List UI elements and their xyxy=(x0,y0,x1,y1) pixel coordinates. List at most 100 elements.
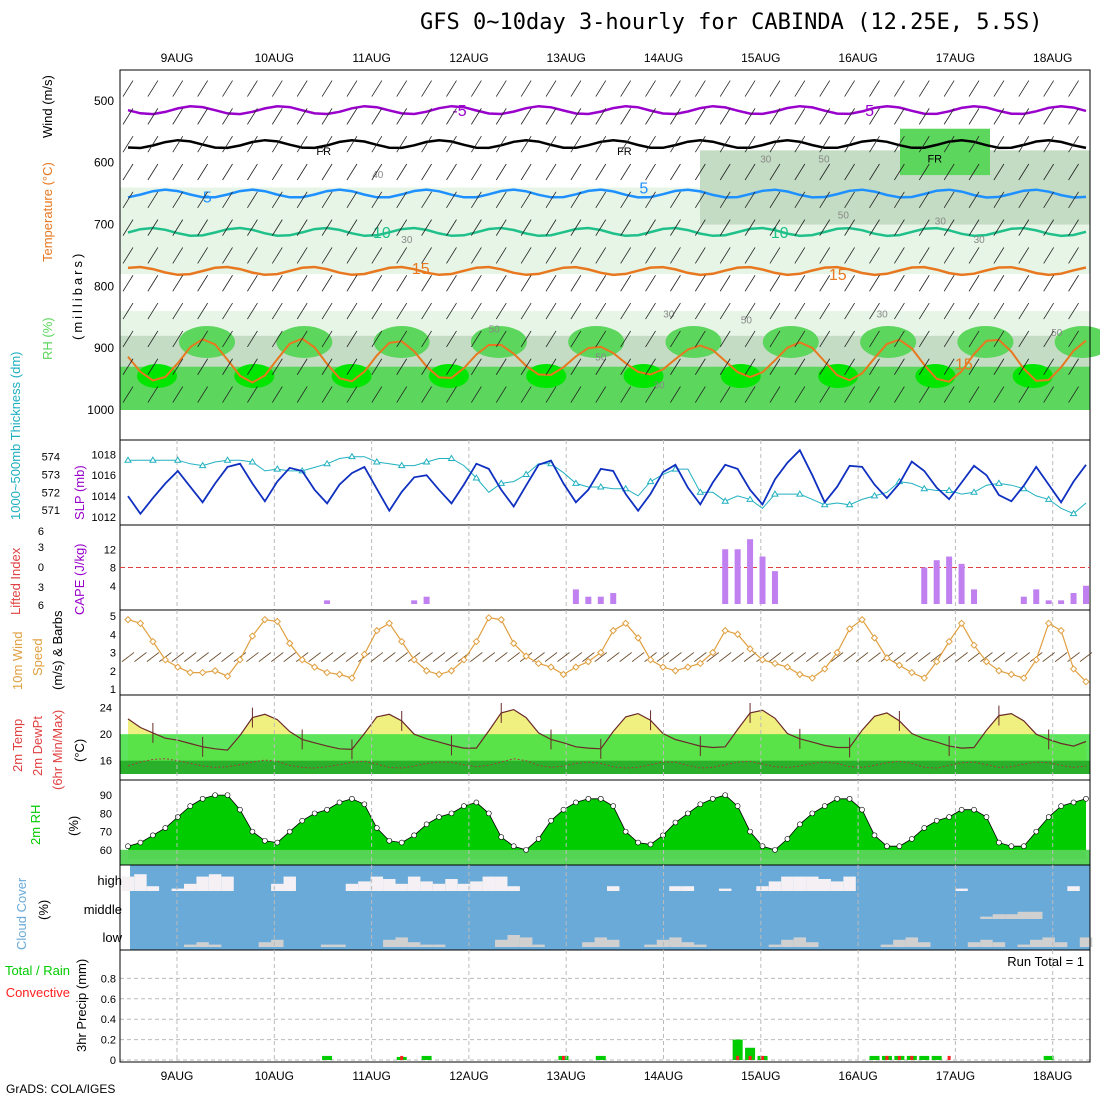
wind-barb xyxy=(446,386,457,403)
wind-barb xyxy=(943,163,955,181)
cape-bar xyxy=(324,600,331,604)
isotherm-line xyxy=(127,138,1087,150)
wind-barb xyxy=(1068,330,1079,348)
rh-point xyxy=(411,832,417,839)
thickness-point xyxy=(970,488,978,495)
wind-barb xyxy=(918,302,930,320)
cloud-bar xyxy=(1017,911,1031,919)
rh-point xyxy=(585,795,592,802)
wind-barb xyxy=(222,191,233,209)
cloud-bar xyxy=(221,876,234,891)
wind-speed-point xyxy=(845,625,854,633)
wind-barb xyxy=(271,386,283,403)
isotherm-line xyxy=(127,188,1087,199)
rh-shade-patch xyxy=(234,364,275,388)
wind-barb xyxy=(769,386,781,403)
cape-bar xyxy=(572,589,579,604)
surface-barb xyxy=(395,652,408,662)
wind-barb xyxy=(296,302,308,320)
wind-barb xyxy=(993,358,1005,375)
wind-barb xyxy=(271,191,283,209)
thickness-point xyxy=(472,474,481,481)
cloud-bar xyxy=(519,937,533,947)
wind-barb xyxy=(1068,135,1079,153)
wind-barb xyxy=(296,386,308,403)
wind-barb xyxy=(968,135,980,153)
wind-barb xyxy=(296,191,308,209)
wind-speed-point xyxy=(435,670,443,679)
thickness-point xyxy=(148,456,157,463)
cape-bar xyxy=(411,600,418,604)
precip-conv-bar xyxy=(910,1055,914,1060)
cloud-bar xyxy=(669,886,682,891)
cape-bar xyxy=(971,589,978,604)
wind-barb xyxy=(321,80,333,97)
wind-speed-point xyxy=(323,668,331,677)
wind-barb xyxy=(271,108,283,125)
wind-panel: 1 2 3 4 5 10m Wind Speed (m/s) & Barbs xyxy=(10,609,1093,696)
isotherm-label: 5 xyxy=(639,180,648,197)
wind-barb xyxy=(172,275,184,292)
wind-barb xyxy=(421,108,432,125)
wind-barb xyxy=(844,358,855,375)
axis-tick-label: 572 xyxy=(42,487,60,499)
wind-barb xyxy=(271,247,283,264)
wind-barb xyxy=(222,302,233,320)
wind-barb xyxy=(794,135,806,153)
wind-barb xyxy=(694,358,706,375)
axis-tick-label: 3 xyxy=(38,542,44,554)
wind-barb xyxy=(570,219,582,236)
axis-tick-label: 60 xyxy=(100,845,112,857)
wind-barb xyxy=(645,163,656,181)
cloud-bar xyxy=(607,886,620,891)
cloud-bar xyxy=(818,879,831,891)
wind-barb xyxy=(744,108,756,125)
wind-barb xyxy=(296,108,308,125)
cape-bar xyxy=(610,593,617,604)
wind-barb xyxy=(1068,80,1079,97)
axis-unit-temp2m: (°C) xyxy=(72,739,87,762)
wind-barb xyxy=(122,247,134,264)
thickness-point xyxy=(795,490,804,497)
isotherm-line xyxy=(127,226,1087,238)
axis-tick-label: 3 xyxy=(110,648,116,660)
wind-barb xyxy=(595,219,607,236)
wind-barb xyxy=(769,302,781,320)
wind-barb xyxy=(744,302,756,320)
surface-barb xyxy=(718,652,732,662)
surface-barb xyxy=(420,652,433,662)
wind-speed-point xyxy=(124,615,132,624)
temp-band xyxy=(120,760,1090,774)
wind-speed-point xyxy=(298,656,306,664)
wind-barb xyxy=(495,386,507,403)
isotherm-line xyxy=(127,265,1087,277)
wind-barb xyxy=(570,358,582,375)
wind-barb xyxy=(968,219,980,236)
wind-barb xyxy=(197,135,208,153)
axis-tick-label: 6 xyxy=(38,526,44,538)
wind-barb xyxy=(271,219,283,236)
isotherm-label: 15 xyxy=(955,357,973,374)
rh-point xyxy=(597,795,604,802)
wind-speed-point xyxy=(360,650,369,659)
cape-bar xyxy=(759,556,766,604)
surface-barb xyxy=(793,652,807,662)
wind-barb xyxy=(1018,386,1030,403)
surface-barb xyxy=(868,652,881,662)
cape-bar xyxy=(734,549,741,604)
wind-barb xyxy=(819,80,831,97)
wind-barb xyxy=(271,135,283,153)
cloud-bar xyxy=(793,876,807,891)
wind-barb xyxy=(894,191,905,209)
wind-barb xyxy=(296,219,308,236)
precip-conv-bar xyxy=(947,1055,951,1060)
rh-point xyxy=(386,837,393,844)
rh-shade-patch xyxy=(1012,364,1053,388)
wind-barb xyxy=(918,275,930,292)
wind-barb xyxy=(197,191,208,209)
wind-speed-point xyxy=(621,619,630,628)
rh-point xyxy=(622,828,629,835)
wind-barb xyxy=(844,80,855,97)
top-date-label: 15AUG xyxy=(741,51,780,65)
